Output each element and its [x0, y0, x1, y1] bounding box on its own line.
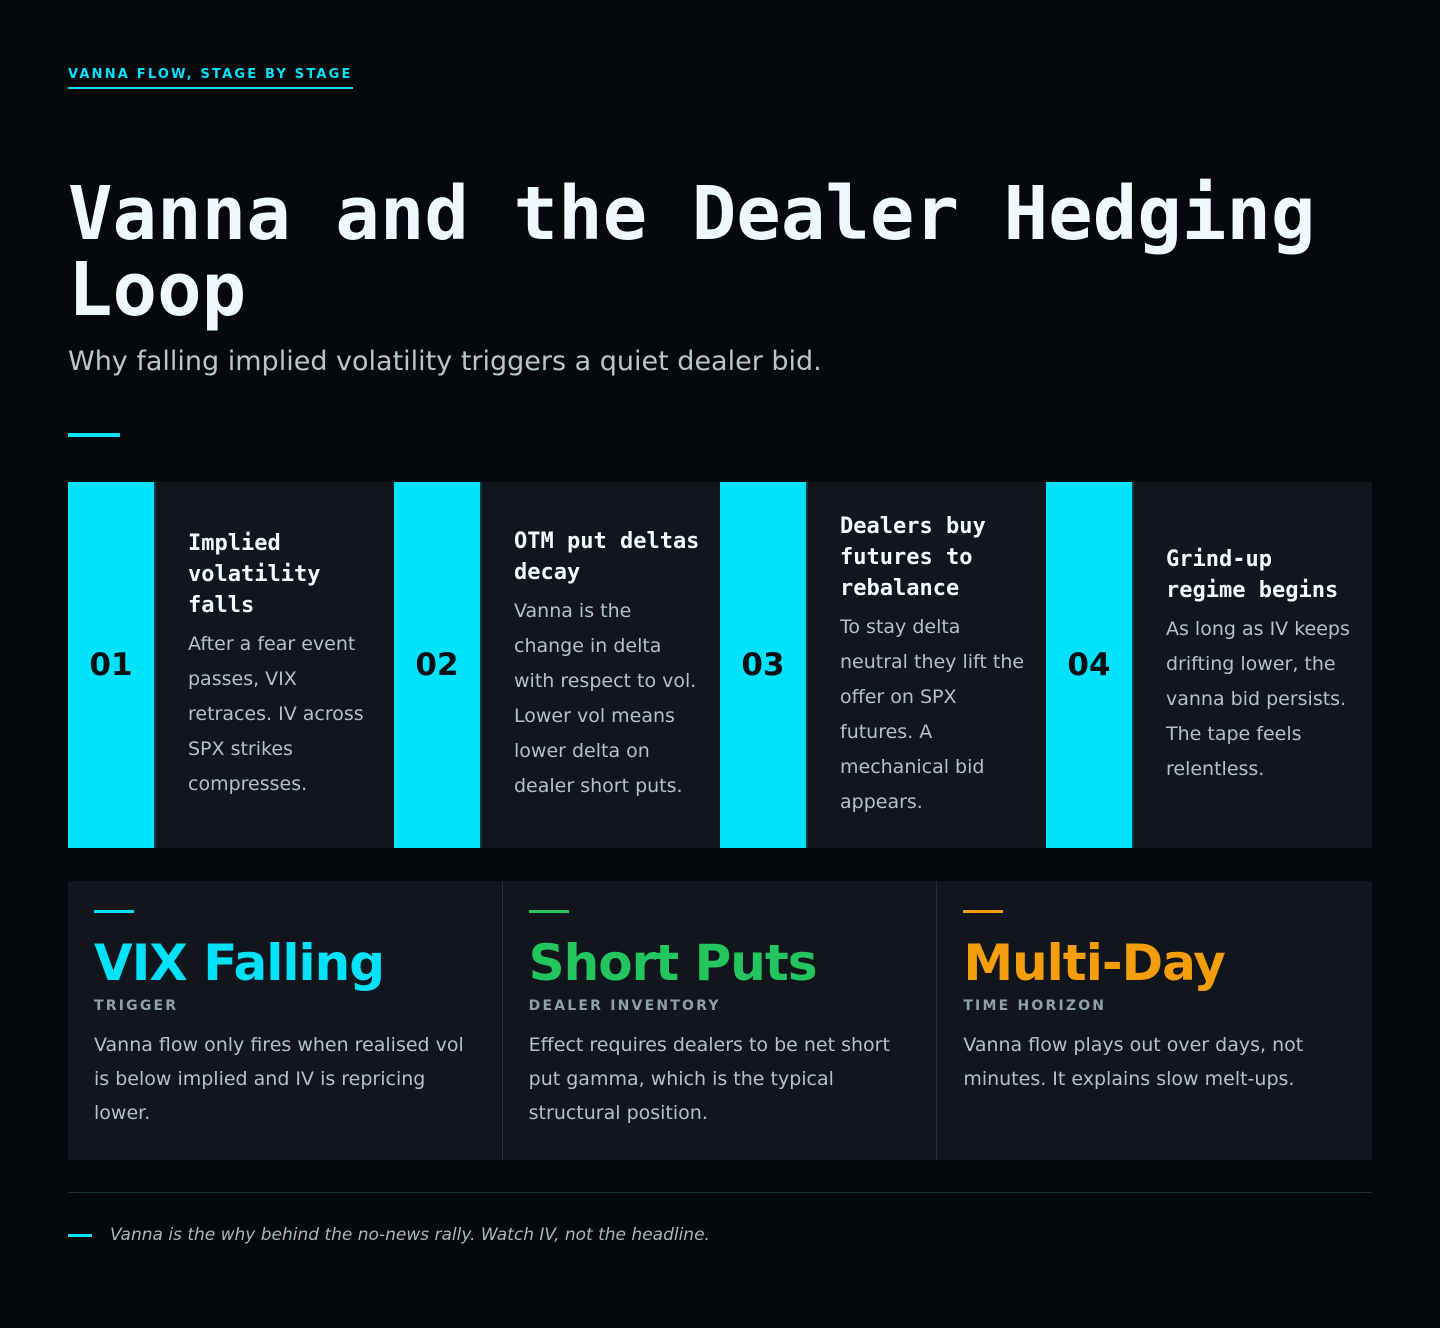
stat-label: TIME HORIZON	[963, 998, 1107, 1014]
page-title: Vanna and the Dealer Hedging Loop	[68, 171, 1316, 333]
stage-card-3: 03 Dealers buy futures to rebalance To s…	[720, 482, 1046, 848]
stage-title: Grind-up regime begins	[1166, 546, 1339, 603]
stat-text: Vanna flow only fires when realised vol …	[94, 1034, 464, 1124]
stage-number: 01	[68, 482, 156, 848]
stage-list: 01 Implied volatility falls After a fear…	[68, 482, 1372, 848]
stat-dealer-inventory: Short Puts DEALER INVENTORY Effect requi…	[503, 881, 938, 1160]
footer-divider	[68, 1192, 1372, 1193]
stat-trigger: VIX Falling TRIGGER Vanna flow only fire…	[68, 881, 503, 1160]
stage-body: OTM put deltas decay Vanna is the change…	[482, 482, 720, 848]
stat-time-horizon: Multi-Day TIME HORIZON Vanna flow plays …	[937, 881, 1372, 1160]
stat-label: TRIGGER	[94, 998, 179, 1014]
stage-number: 02	[394, 482, 482, 848]
stat-accent-rule	[963, 910, 1004, 913]
stage-body: Implied volatility falls After a fear ev…	[156, 482, 394, 848]
stage-text: To stay delta neutral they lift the offe…	[840, 615, 1025, 813]
stat-accent-rule	[528, 910, 569, 913]
stage-title: Implied volatility falls	[188, 531, 321, 618]
stage-number: 04	[1046, 482, 1134, 848]
stage-card-2: 02 OTM put deltas decay Vanna is the cha…	[394, 482, 720, 848]
eyebrow-label: VANNA FLOW, STAGE BY STAGE	[68, 67, 353, 89]
accent-divider	[68, 433, 120, 437]
stat-value: Short Puts	[528, 934, 818, 992]
page-subtitle: Why falling implied volatility triggers …	[68, 346, 822, 377]
stage-number: 03	[720, 482, 808, 848]
stage-text: Vanna is the change in delta with respec…	[514, 600, 697, 797]
stage-card-1: 01 Implied volatility falls After a fear…	[68, 482, 394, 848]
footer-note: Vanna is the why behind the no-news rall…	[110, 1225, 710, 1245]
footer-dash	[68, 1233, 92, 1237]
stat-text: Vanna flow plays out over days, not minu…	[963, 1034, 1304, 1090]
stage-card-4: 04 Grind-up regime begins As long as IV …	[1046, 482, 1372, 848]
stage-text: After a fear event passes, VIX retraces.…	[188, 633, 364, 795]
stat-panel: VIX Falling TRIGGER Vanna flow only fire…	[68, 881, 1372, 1160]
stat-value: Multi-Day	[963, 934, 1226, 992]
stage-text: As long as IV keeps drifting lower, the …	[1166, 617, 1350, 780]
stage-body: Grind-up regime begins As long as IV kee…	[1134, 482, 1372, 848]
page: VANNA FLOW, STAGE BY STAGE Vanna and the…	[68, 0, 1372, 1328]
stat-value: VIX Falling	[94, 934, 385, 992]
stat-label: DEALER INVENTORY	[528, 998, 721, 1014]
stage-title: OTM put deltas decay	[514, 529, 700, 585]
stage-title: Dealers buy futures to rebalance	[840, 513, 986, 601]
footer: Vanna is the why behind the no-news rall…	[68, 1225, 710, 1245]
stat-accent-rule	[94, 910, 134, 913]
stat-text: Effect requires dealers to be net short …	[528, 1034, 890, 1124]
stage-body: Dealers buy futures to rebalance To stay…	[808, 482, 1046, 848]
